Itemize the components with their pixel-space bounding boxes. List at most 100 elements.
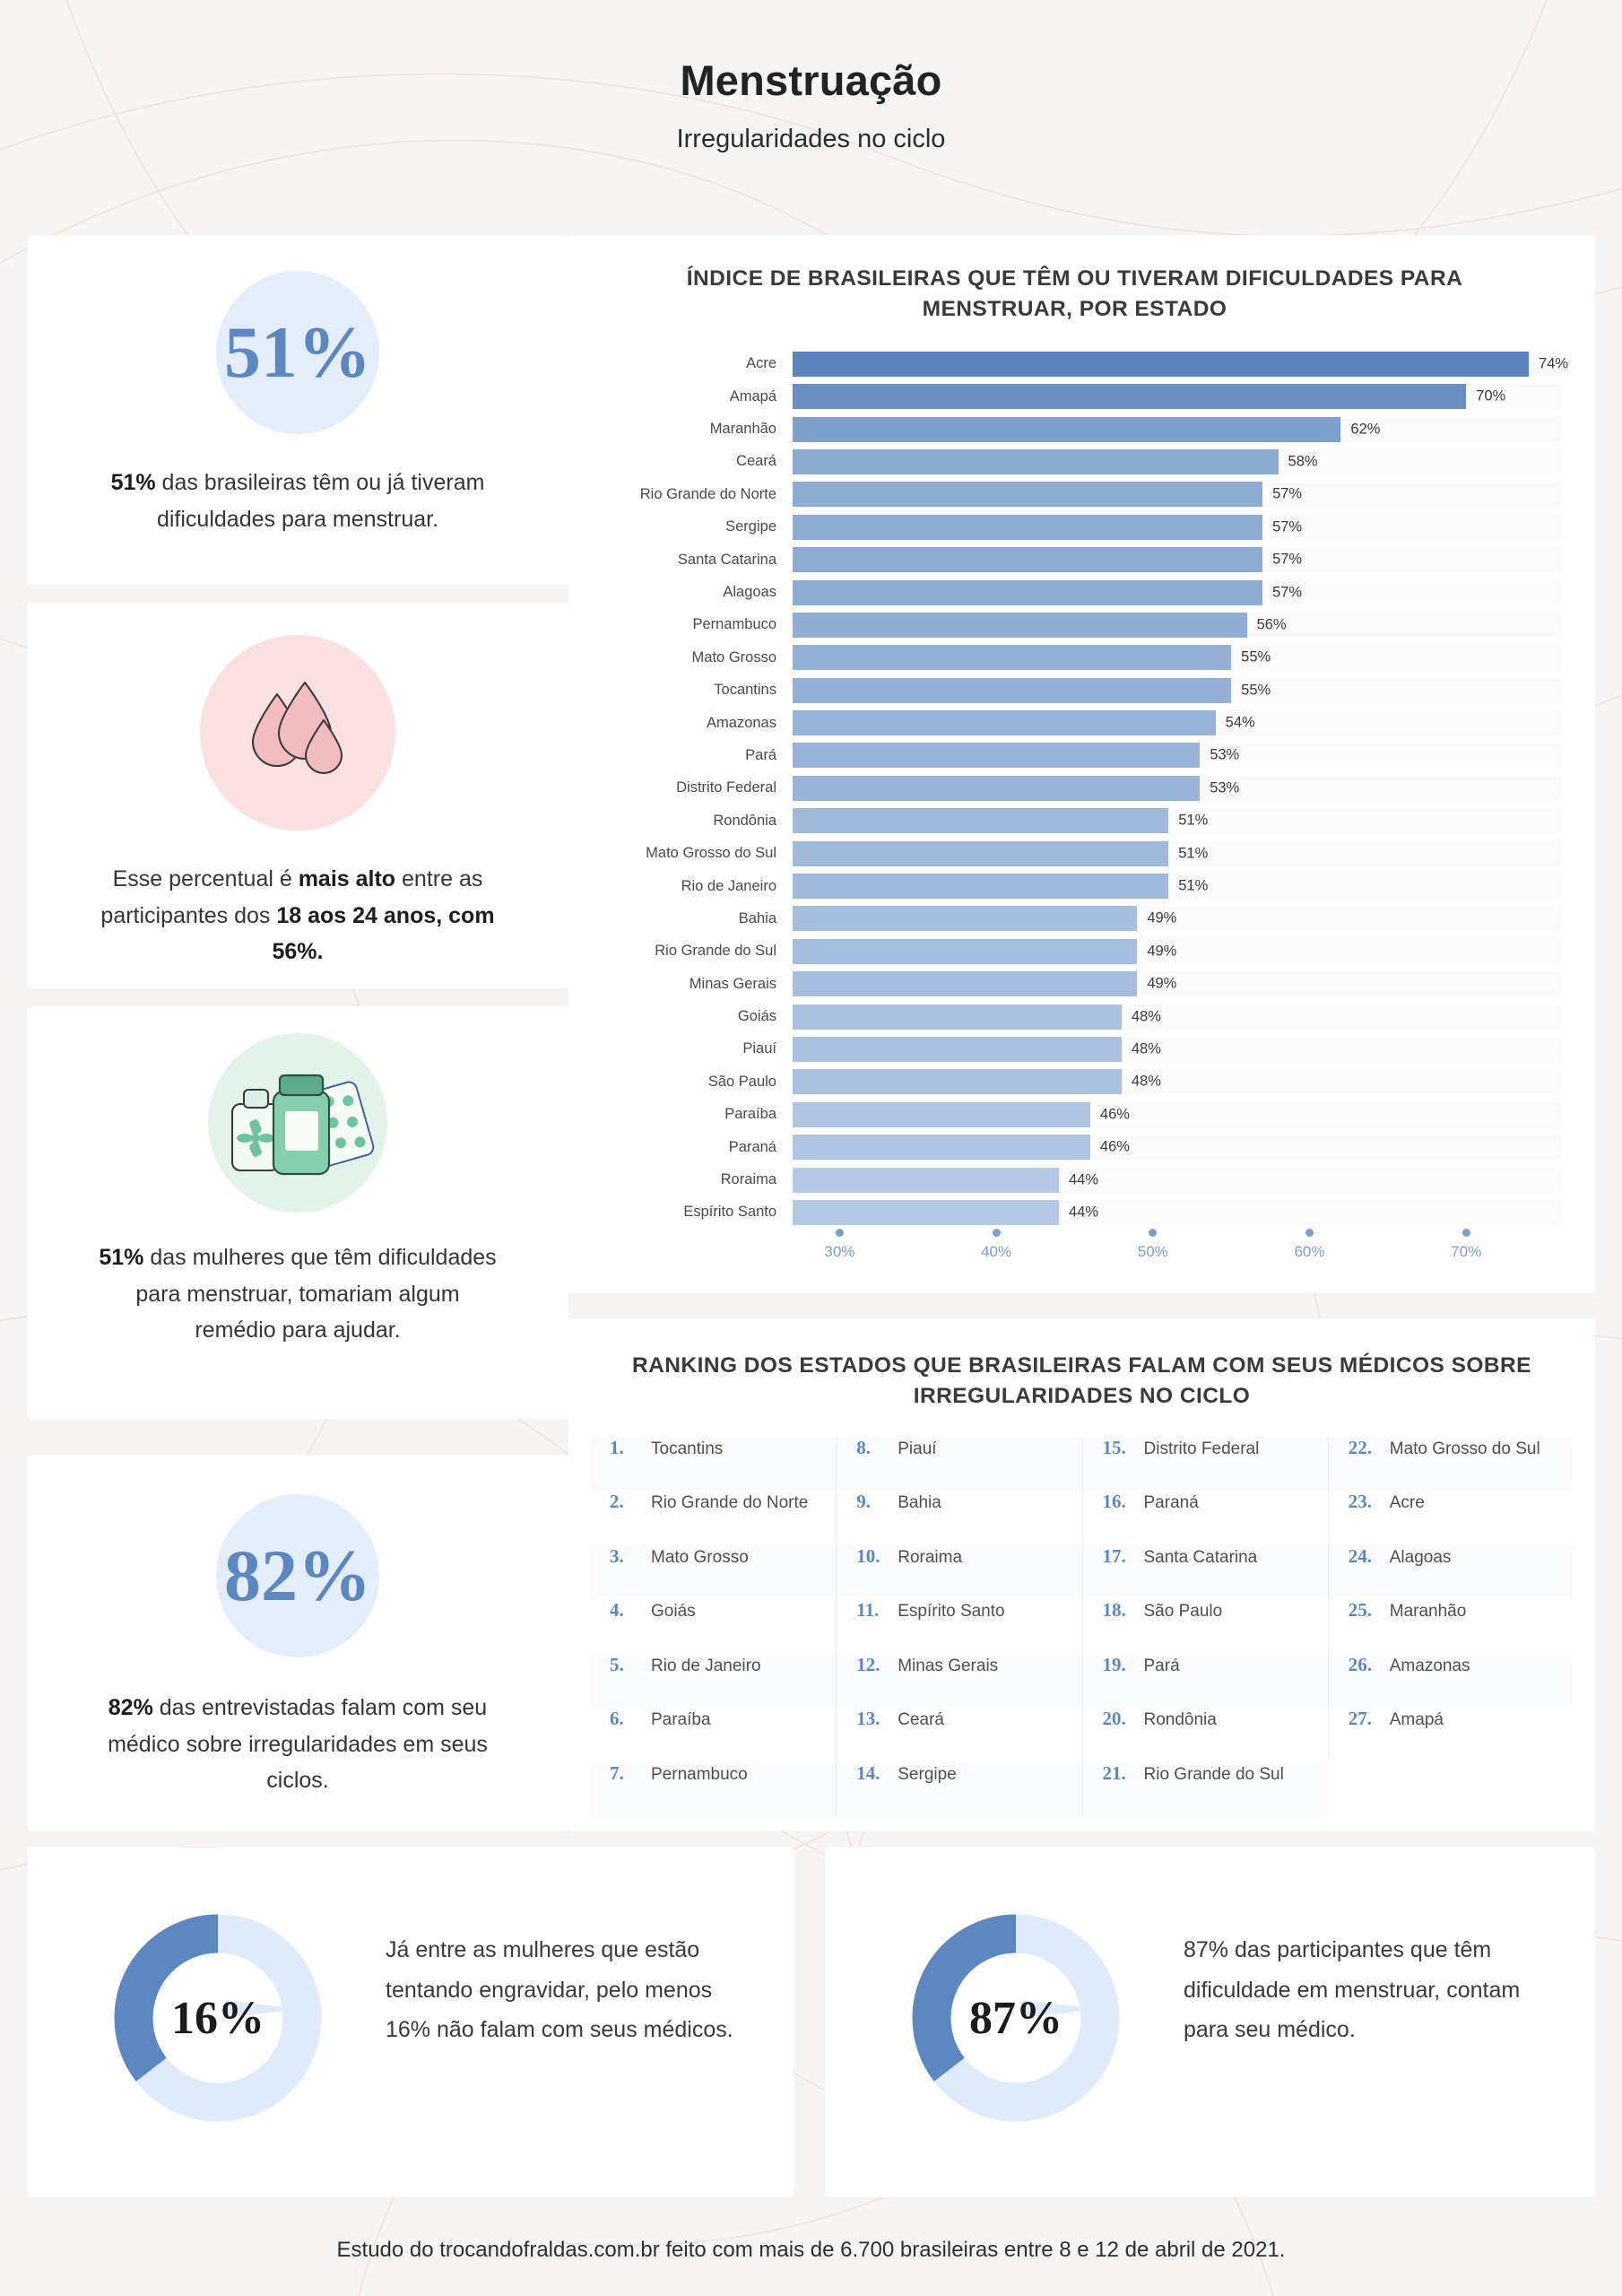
ranking-state-name: Distrito Federal [1143,1439,1260,1458]
bar-row: Tocantins 55% [588,674,1561,707]
bar-value-label: 46% [1099,1106,1130,1123]
ranking-item[interactable]: 11. Espírito Santo [836,1599,1081,1654]
bar-category-label: Bahia [738,909,776,926]
bar-track: 57% [793,482,1561,508]
stat-badge-circle [200,635,395,831]
donut-16-text: Já entre as mulheres que estão tentando … [386,1937,733,2042]
bar-category-label: Goiás [737,1008,776,1025]
ranking-number: 14. [856,1761,880,1784]
bar-fill [793,547,1263,573]
bar-value-label: 57% [1272,485,1303,502]
axis-tick-dot [1149,1229,1158,1238]
ranking-item[interactable]: 10. Roraima [836,1544,1082,1600]
ranking-item[interactable]: 23. Acre [1327,1491,1574,1545]
bar-value-label: 49% [1147,943,1177,960]
bar-value-label: 49% [1147,909,1177,926]
bar-track: 44% [793,1167,1561,1193]
bar-fill [793,1167,1059,1193]
bar-category-label: Tocantins [714,682,776,699]
ranking-item[interactable]: 17. Santa Catarina [1081,1544,1328,1600]
donut-16-value: 16% [171,1992,265,2044]
bar-fill [793,938,1138,964]
ranking-item[interactable]: 14. Sergipe [836,1761,1082,1817]
ranking-item[interactable]: 9. Bahia [836,1491,1081,1545]
axis-tick: 30% [824,1229,854,1261]
bar-fill [793,1101,1090,1127]
axis-tick-label: 40% [981,1243,1012,1261]
stat-card-text: 51% das mulheres que têm dificuldades pa… [99,1245,497,1343]
ranking-number: 26. [1348,1653,1372,1675]
medicine-bottles-icon [230,1074,375,1176]
ranking-item[interactable]: 24. Alagoas [1327,1544,1574,1600]
bar-row: Amazonas 54% [588,707,1561,739]
bar-category-label: Pará [745,746,776,763]
ranking-item[interactable]: 16. Paraná [1081,1491,1328,1545]
ranking-item[interactable]: 15. Distrito Federal [1081,1436,1328,1492]
bar-value-label: 57% [1272,518,1303,535]
ranking-state-name: Rondônia [1143,1710,1217,1730]
bar-chart-rows: Acre 74% Amapá 70% Maranhão 62% Ceará 58% Rio Gr… [588,348,1568,1230]
ranking-item[interactable]: 12. Minas Gerais [836,1653,1082,1709]
axis-tick: 50% [1138,1229,1168,1261]
axis-tick-dot [992,1229,1001,1238]
ranking-item[interactable]: 3. Mato Grosso [590,1544,837,1600]
bar-track: 57% [793,514,1561,540]
bar-track: 51% [793,808,1561,834]
bar-value-label: 44% [1068,1204,1098,1221]
ranking-item[interactable]: 20. Rondônia [1081,1708,1328,1762]
bar-track: 53% [793,743,1561,769]
ranking-number: 23. [1348,1491,1372,1513]
bar-track: 49% [793,971,1561,997]
bar-category-label: Roraima [720,1171,776,1188]
bar-value-label: 49% [1147,975,1177,992]
bar-row: Rio Grande do Norte 57% [588,478,1561,510]
ranking-item[interactable]: 1. Tocantins [590,1436,837,1492]
ranking-item[interactable]: 5. Rio de Janeiro [590,1653,837,1709]
bar-row: Pará 53% [588,739,1561,771]
ranking-item[interactable]: 18. São Paulo [1081,1599,1328,1654]
stat-card-51-remedio: 51% das mulheres que têm dificuldades pa… [27,1006,568,1419]
bar-value-label: 70% [1476,387,1506,404]
bar-row: Paraíba 46% [588,1099,1561,1131]
ranking-number: 9. [856,1491,871,1513]
footer-source: Estudo do trocandofraldas.com.br feito c… [336,2238,1286,2262]
bar-fill [793,579,1263,605]
stat-badge-circle: 51% [216,271,379,434]
axis-tick: 60% [1294,1229,1325,1261]
bar-category-label: Rio Grande do Norte [639,485,776,502]
donut-card-16: 16% Já entre as mulheres que estão tenta… [27,1848,794,2197]
ranking-number: 25. [1348,1599,1372,1622]
bar-fill [793,971,1138,997]
bar-track: 55% [793,677,1561,703]
ranking-item[interactable]: 27. Amapá [1327,1708,1574,1762]
bar-category-label: Paraná [728,1138,776,1155]
axis-tick-dot [1305,1229,1314,1238]
ranking-item[interactable]: 7. Pernambuco [590,1761,837,1817]
ranking-item[interactable]: 6. Paraíba [590,1708,836,1762]
ranking-item[interactable]: 19. Pará [1081,1653,1328,1709]
ranking-item[interactable]: 13. Ceará [836,1708,1081,1762]
ranking-item[interactable]: 25. Maranhão [1327,1599,1574,1654]
ranking-panel: RANKING DOS ESTADOS QUE BRASILEIRAS FALA… [568,1318,1595,1831]
ranking-item[interactable]: 21. Rio Grande do Sul [1081,1761,1328,1817]
bar-value-label: 53% [1210,779,1240,796]
ranking-item[interactable]: 4. Goiás [590,1599,836,1654]
axis-tick: 40% [981,1229,1011,1261]
ranking-item[interactable]: 2. Rio Grande do Norte [590,1491,836,1545]
bar-row: Distrito Federal 53% [588,772,1561,804]
ranking-number: 7. [610,1761,624,1784]
ranking-item[interactable]: 26. Amazonas [1327,1653,1574,1709]
bar-category-label: Mato Grosso [691,648,776,665]
ranking-state-name: Roraima [898,1547,963,1567]
ranking-state-name: Acre [1389,1493,1425,1513]
bar-fill [793,840,1169,866]
ranking-number: 19. [1102,1653,1126,1675]
ranking-item[interactable]: 22. Mato Grosso do Sul [1327,1436,1574,1492]
bar-fill [793,645,1232,671]
bar-track: 74% [793,351,1568,377]
ranking-state-name: São Paulo [1143,1602,1223,1622]
ranking-item[interactable]: 8. Piauí [836,1436,1082,1492]
bar-value-label: 74% [1539,355,1569,372]
bar-track: 48% [793,1036,1561,1062]
ranking-state-name: Tocantins [651,1439,724,1458]
